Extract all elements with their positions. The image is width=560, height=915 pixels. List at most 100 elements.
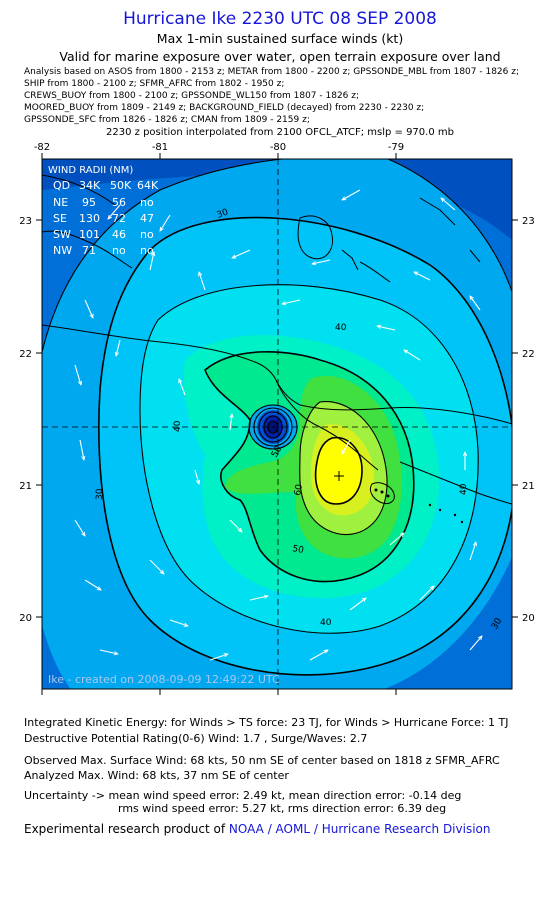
lon-tick-label: -80 (270, 699, 286, 700)
wind-vector-arrow-icon (441, 198, 456, 211)
wind-radii-cell: SE (53, 212, 67, 225)
wind-radii-cell: SW (53, 228, 71, 241)
wind-vector-arrow-icon (389, 533, 404, 546)
wind-radii-row: NE 95 56 no (53, 196, 154, 209)
wind-vector-arrow-icon (209, 654, 228, 661)
wind-radii-table: WIND RADII (NM) QD 34K 50K 64K NE 95 56 … (48, 165, 159, 257)
center-crosshair (42, 159, 512, 689)
contour-label: 40 (173, 420, 183, 432)
lon-tick-label: -81 (152, 142, 168, 153)
wind-band-max (315, 437, 362, 504)
wind-vector-arrow-icon (469, 542, 476, 561)
wind-radii-cell: 47 (140, 212, 154, 225)
lon-tick-label: -80 (270, 142, 286, 153)
cuba-south-coast (275, 379, 512, 505)
wind-radii-cell: no (140, 228, 154, 241)
uncertainty-line-1: Uncertainty -> mean wind speed error: 2.… (24, 789, 462, 802)
analysis-line: MOORED_BUOY from 1809 - 2149 z; BACKGROU… (24, 103, 425, 113)
lat-tick-label: 20 (522, 613, 535, 624)
cuba-north-coast (42, 324, 512, 425)
wind-vector-arrow-icon (414, 271, 431, 281)
wind-vector-arrow-icon (194, 469, 199, 484)
analysis-line: Analysis based on ASOS from 1800 - 2153 … (24, 67, 519, 77)
wind-vector-arrow-icon (470, 296, 481, 311)
wind-vector-arrow-icon (232, 249, 251, 259)
wind-vector-arrow-icon (342, 439, 351, 454)
wind-vector-arrow-icon (469, 636, 482, 651)
contour-label: 30 (216, 207, 230, 220)
analysis-line: SHIP from 1800 - 2100 z; SFMR_AFRC from … (24, 79, 285, 89)
wind-vector-arrow-icon (404, 350, 421, 361)
wind-radii-cell: 130 (79, 212, 100, 225)
contour-label: 60 (293, 483, 305, 496)
wind-vector-arrow-icon (179, 379, 186, 396)
contour-label: 50 (291, 544, 304, 556)
credit-organization-link[interactable]: NOAA / AOML / Hurricane Research Divisio… (228, 822, 491, 836)
wind-vector-arrow-icon (230, 414, 232, 431)
wind-radii-header: QD 34K 50K 64K (53, 179, 159, 192)
wind-vector-arrow-icon (149, 252, 154, 271)
wind-vector-arrow-icon (160, 214, 171, 231)
contour-label: 40 (320, 618, 332, 628)
contour-label: 30 (95, 488, 105, 500)
lat-tick-label: 20 (19, 613, 32, 624)
uncertainty-line-2: rms wind speed error: 5.27 kt, rms direc… (118, 802, 447, 815)
bahamas-andros (297, 215, 334, 260)
wind-radii-row: SW 101 46 no (53, 228, 154, 241)
lat-tick-label: 23 (19, 216, 32, 227)
wind-vector-arrow-icon (74, 519, 85, 536)
wind-vector-arrow-icon (199, 272, 206, 291)
isla-de-la-juventud (369, 482, 395, 505)
wind-radii-cell: no (140, 196, 154, 209)
florida-keys-coast (42, 230, 133, 269)
lon-tick-label: -82 (34, 142, 50, 153)
wind-vector-arrow-icon (108, 204, 121, 219)
wind-field-map: 30 40 40 50 60 30 40 30 40 50 WIND RADII… (19, 142, 534, 700)
bahamas-island (359, 261, 391, 283)
wind-vector-arrow-icon (84, 579, 101, 590)
observed-max-wind-line: Observed Max. Surface Wind: 68 kts, 50 n… (24, 754, 500, 767)
lat-tick-label: 21 (19, 481, 32, 492)
subtitle-exposure: Valid for marine exposure over water, op… (59, 49, 501, 64)
lon-tick-label: -79 (388, 142, 404, 153)
wind-radii-cell: no (112, 244, 126, 257)
wind-radii-cell: NE (53, 196, 68, 209)
page-title: Hurricane Ike 2230 UTC 08 SEP 2008 (123, 9, 437, 29)
ike-energy-line: Integrated Kinetic Energy: for Winds > T… (24, 716, 509, 729)
wind-vector-arrow-icon (349, 598, 366, 611)
wind-vector-arrow-icon (377, 326, 396, 331)
florida-coast (42, 174, 116, 206)
wind-radii-col: 50K (110, 179, 132, 192)
wind-vector-arrow-icon (116, 339, 121, 356)
bahamas-island (341, 249, 359, 271)
wind-vector-arrow-icon (342, 189, 361, 200)
analyzed-max-wind-line: Analyzed Max. Wind: 68 kts, 37 nm SE of … (24, 769, 289, 782)
lat-tick-label: 22 (19, 349, 32, 360)
wind-radii-cell: NW (53, 244, 72, 257)
subtitle-winds: Max 1-min sustained surface winds (kt) (156, 31, 404, 46)
lat-tick-label: 21 (522, 481, 535, 492)
credit-line: Experimental research product of NOAA / … (24, 822, 490, 836)
wind-radii-cell: no (140, 244, 154, 257)
coastline (42, 174, 512, 505)
lon-tick-label: -81 (152, 699, 168, 700)
wind-radii-col: 64K (137, 179, 159, 192)
wind-vector-arrow-icon (419, 586, 434, 601)
wind-vectors (74, 189, 482, 661)
wind-radii-cell: 101 (79, 228, 100, 241)
analysis-line: GPSSONDE_SFC from 1826 - 1826 z; CMAN fr… (24, 115, 310, 125)
lat-tick-label: 23 (522, 216, 535, 227)
wind-vector-arrow-icon (99, 649, 118, 654)
wind-vector-arrow-icon (74, 364, 81, 385)
lon-tick-label: -82 (34, 699, 50, 700)
axis-labels: -82 -81 -80 -79 -82 -81 -80 -79 23 22 21… (19, 142, 534, 700)
credit-prefix: Experimental research product of (24, 822, 229, 836)
map-frame (41, 158, 513, 690)
wind-radii-cell: 46 (112, 228, 126, 241)
contour-label: 40 (459, 483, 469, 495)
wind-vector-arrow-icon (309, 650, 328, 661)
isotach-contours (42, 159, 512, 676)
contour-label: 40 (335, 323, 347, 333)
wind-radii-cell: 71 (82, 244, 96, 257)
wind-vector-arrow-icon (312, 259, 331, 264)
